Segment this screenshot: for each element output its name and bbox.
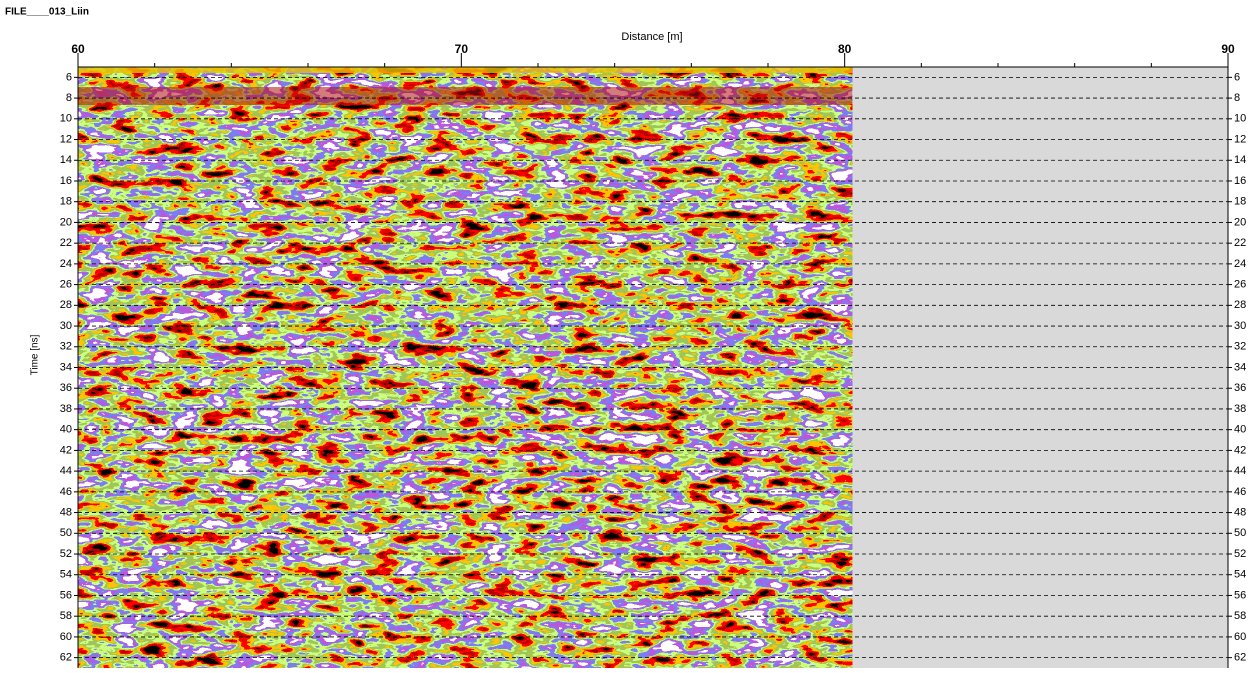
y-tick-label: 44 bbox=[60, 465, 72, 477]
y-tick-label: 14 bbox=[60, 154, 72, 166]
y-tick-label: 50 bbox=[60, 527, 72, 539]
surface-band bbox=[78, 87, 853, 105]
y-tick-label: 60 bbox=[60, 631, 72, 643]
x-axis-title: Distance [m] bbox=[621, 31, 682, 43]
y-tick-label: 20 bbox=[60, 216, 72, 228]
y-tick-label-right: 58 bbox=[1234, 610, 1246, 622]
y-tick-label: 32 bbox=[60, 341, 72, 353]
y-tick-label-right: 20 bbox=[1234, 216, 1246, 228]
y-tick-label-right: 50 bbox=[1234, 527, 1246, 539]
y-tick-label: 24 bbox=[60, 258, 72, 270]
y-tick-label: 26 bbox=[60, 279, 72, 291]
surface-band bbox=[78, 67, 853, 73]
y-tick-label-right: 6 bbox=[1234, 71, 1240, 83]
y-tick-label: 6 bbox=[66, 71, 72, 83]
y-tick-label-right: 42 bbox=[1234, 444, 1246, 456]
y-tick-label-right: 60 bbox=[1234, 631, 1246, 643]
y-tick-label: 18 bbox=[60, 196, 72, 208]
y-tick-label-right: 62 bbox=[1234, 652, 1246, 664]
x-tick-label: 80 bbox=[838, 42, 852, 56]
x-tick-label: 70 bbox=[455, 42, 469, 56]
y-tick-label-right: 46 bbox=[1234, 486, 1246, 498]
y-tick-label-right: 26 bbox=[1234, 279, 1246, 291]
y-tick-label-right: 22 bbox=[1234, 237, 1246, 249]
y-tick-label-right: 18 bbox=[1234, 196, 1246, 208]
y-tick-label-right: 44 bbox=[1234, 465, 1246, 477]
y-tick-label-right: 24 bbox=[1234, 258, 1246, 270]
y-tick-label-right: 48 bbox=[1234, 506, 1246, 518]
y-tick-label: 10 bbox=[60, 113, 72, 125]
y-tick-label-right: 38 bbox=[1234, 403, 1246, 415]
y-tick-label: 42 bbox=[60, 444, 72, 456]
y-tick-label: 34 bbox=[60, 361, 72, 373]
y-tick-label-right: 40 bbox=[1234, 424, 1246, 436]
y-tick-label: 58 bbox=[60, 610, 72, 622]
y-tick-label: 30 bbox=[60, 320, 72, 332]
y-tick-label-right: 14 bbox=[1234, 154, 1246, 166]
y-tick-label: 46 bbox=[60, 486, 72, 498]
y-tick-label: 22 bbox=[60, 237, 72, 249]
y-tick-label-right: 32 bbox=[1234, 341, 1246, 353]
y-tick-label: 36 bbox=[60, 382, 72, 394]
y-tick-label: 28 bbox=[60, 299, 72, 311]
y-tick-label-right: 8 bbox=[1234, 92, 1240, 104]
y-axis-title: Time [ns] bbox=[30, 334, 41, 375]
y-tick-label: 38 bbox=[60, 403, 72, 415]
y-tick-label-right: 36 bbox=[1234, 382, 1246, 394]
y-tick-label-right: 10 bbox=[1234, 113, 1246, 125]
y-tick-label-right: 56 bbox=[1234, 589, 1246, 601]
y-tick-label: 16 bbox=[60, 175, 72, 187]
y-tick-label-right: 30 bbox=[1234, 320, 1246, 332]
y-tick-label: 8 bbox=[66, 92, 72, 104]
file-title: FILE____013_Liin bbox=[5, 7, 89, 18]
y-tick-label-right: 12 bbox=[1234, 133, 1246, 145]
y-tick-label: 48 bbox=[60, 506, 72, 518]
x-tick-label: 60 bbox=[71, 42, 85, 56]
y-tick-label: 40 bbox=[60, 424, 72, 436]
x-tick-label: 90 bbox=[1221, 42, 1235, 56]
y-tick-label-right: 54 bbox=[1234, 569, 1246, 581]
y-tick-label: 62 bbox=[60, 652, 72, 664]
y-tick-label-right: 16 bbox=[1234, 175, 1246, 187]
y-tick-label: 12 bbox=[60, 133, 72, 145]
y-tick-label-right: 28 bbox=[1234, 299, 1246, 311]
y-tick-label-right: 52 bbox=[1234, 548, 1246, 560]
y-tick-label: 56 bbox=[60, 589, 72, 601]
y-tick-label: 54 bbox=[60, 569, 72, 581]
y-tick-label-right: 34 bbox=[1234, 361, 1246, 373]
y-tick-label: 52 bbox=[60, 548, 72, 560]
